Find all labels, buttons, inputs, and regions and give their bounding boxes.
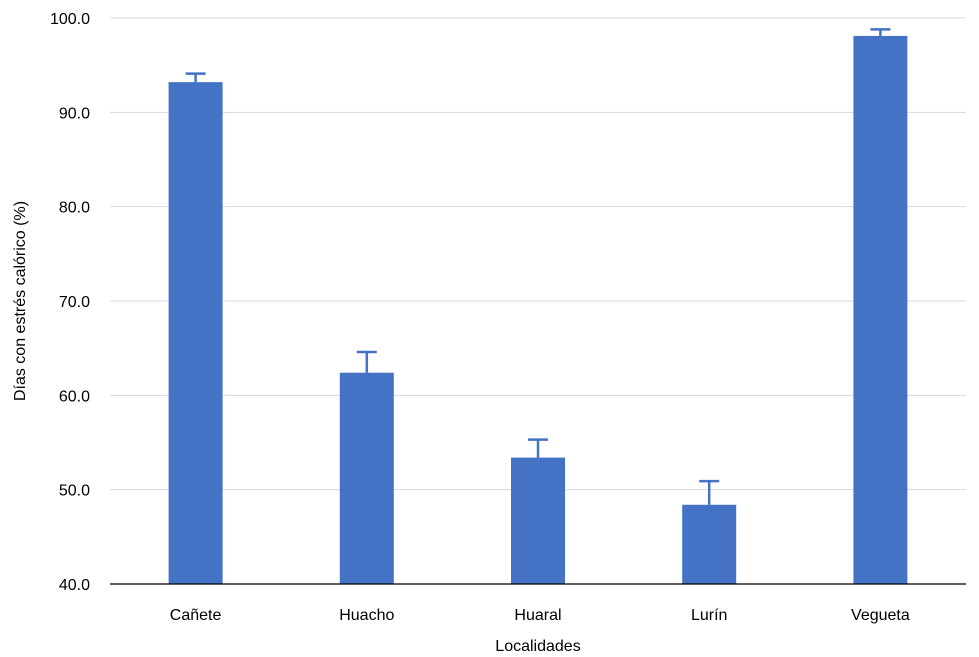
- bars: [168, 35, 908, 584]
- bar: [339, 372, 394, 584]
- x-tick-label: Cañete: [170, 607, 222, 624]
- error-bar: [699, 479, 720, 505]
- bar: [168, 82, 223, 584]
- bar: [682, 504, 737, 584]
- y-tick-label: 50.0: [59, 483, 90, 500]
- y-tick-label: 90.0: [59, 105, 90, 122]
- bar: [511, 457, 565, 584]
- error-bar: [528, 438, 548, 458]
- error-bar: [185, 72, 206, 83]
- error-bars: [185, 28, 891, 505]
- x-axis-ticks: Cañete Huacho Huaral Lurín Vegueta: [170, 607, 910, 624]
- y-axis-ticks: 40.0 50.0 60.0 70.0 80.0 90.0 100.0: [50, 11, 90, 594]
- y-tick-label: 40.0: [59, 577, 90, 594]
- y-axis-title: Días con estrés calórico (%): [12, 201, 29, 401]
- y-tick-label: 70.0: [59, 294, 90, 311]
- x-tick-label: Lurín: [691, 607, 727, 624]
- x-tick-label: Huaral: [514, 607, 561, 624]
- y-tick-label: 80.0: [59, 200, 90, 217]
- y-tick-label: 100.0: [50, 11, 90, 28]
- x-axis-title: Localidades: [495, 638, 580, 655]
- x-tick-label: Huacho: [339, 607, 394, 624]
- x-tick-label: Vegueta: [851, 607, 910, 624]
- error-bar: [870, 28, 891, 36]
- gridlines: [110, 17, 966, 491]
- y-tick-label: 60.0: [59, 388, 90, 405]
- error-bar: [356, 350, 377, 373]
- bar: [853, 35, 908, 584]
